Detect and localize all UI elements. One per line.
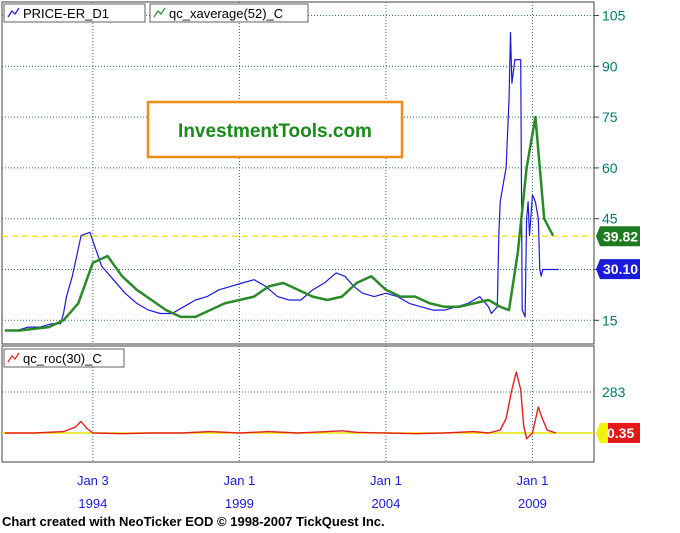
chart-credit: Chart created with NeoTicker EOD © 1998-… (2, 514, 385, 529)
price-panel (1, 1, 595, 345)
legend-average-label: qc_xaverage(52)_C (169, 6, 283, 21)
price-series-line (4, 31, 559, 332)
xtick-month-1: Jan 1 (223, 473, 255, 488)
legend-price-icon (7, 7, 20, 18)
xtick-year-1: 1999 (225, 496, 254, 511)
price-ytick-label-3: 60 (602, 160, 618, 176)
xtick-year-3: 2009 (518, 496, 547, 511)
price-ytick-label-2: 45 (602, 211, 618, 227)
average-series-line (4, 115, 555, 332)
xtick-month-0: Jan 3 (77, 473, 109, 488)
xtick-year-2: 2004 (371, 496, 400, 511)
roc-series-line (4, 371, 557, 440)
price-ytick-label-6: 105 (602, 8, 626, 24)
legend-roc-label: qc_roc(30)_C (23, 351, 102, 366)
xtick-month-3: Jan 1 (517, 473, 549, 488)
legend-roc-box (3, 348, 125, 368)
price-value-badge-label-1: 30.10 (603, 261, 638, 277)
roc-ytick-label-0: 283 (602, 384, 626, 400)
price-ytick-label-0: 15 (602, 312, 618, 328)
legend-roc-icon (7, 352, 20, 363)
price-value-badge-1 (596, 259, 640, 280)
price-ytick-label-5: 90 (602, 58, 618, 74)
legend-price-label: PRICE-ER_D1 (23, 6, 109, 21)
xtick-year-0: 1994 (78, 496, 107, 511)
watermark-text: InvestmentTools.com (178, 121, 372, 142)
roc-value-badge-marker (596, 422, 608, 443)
roc-value-badge-label: 0.35 (607, 425, 634, 441)
legend-average-icon (153, 7, 166, 18)
price-ytick-label-4: 75 (602, 109, 618, 125)
price-value-badge-label-0: 39.82 (603, 228, 638, 244)
roc-value-badge (600, 422, 640, 443)
legend-average-box (149, 3, 309, 23)
xtick-month-2: Jan 1 (370, 473, 402, 488)
legend-price-box (3, 3, 146, 23)
watermark-box (146, 100, 404, 159)
price-value-badge-0 (596, 226, 640, 247)
